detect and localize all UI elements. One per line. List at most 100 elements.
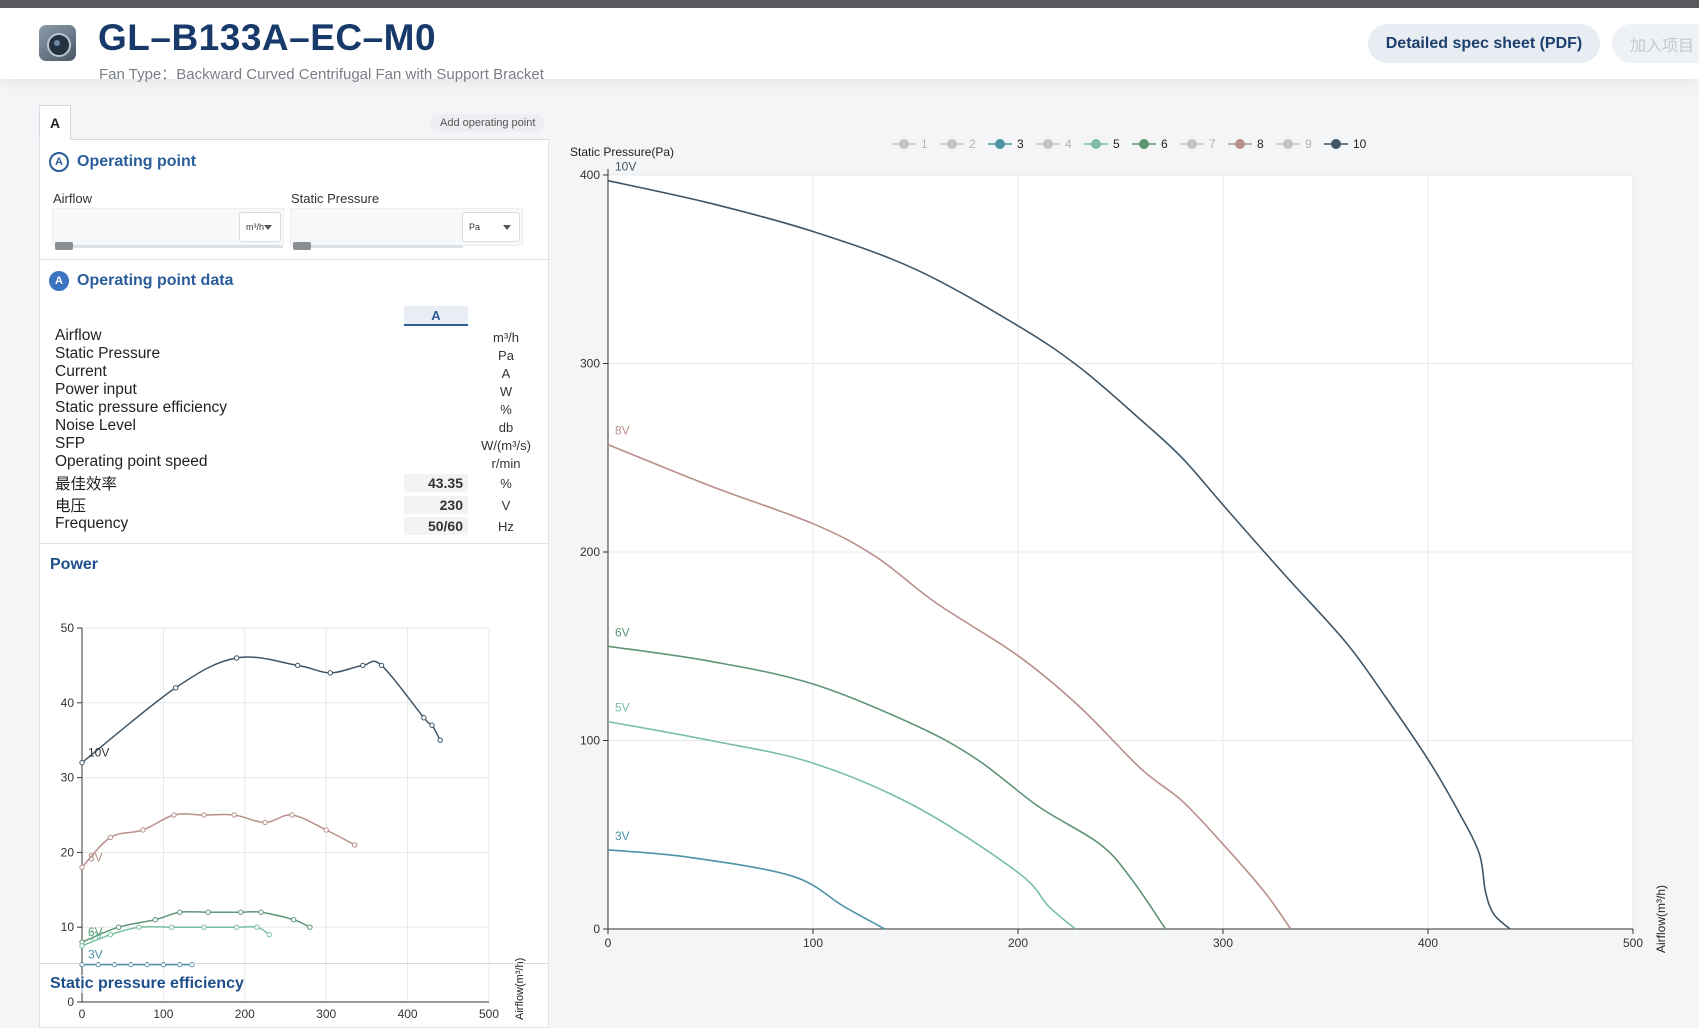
pressure-unit-select[interactable]: Pa bbox=[462, 212, 520, 242]
legend-marker-2 bbox=[947, 139, 957, 149]
legend-label-9: 9 bbox=[1305, 137, 1312, 151]
row-unit-sfp: W/(m³/s) bbox=[481, 438, 531, 453]
row-label-power-input: Power input bbox=[55, 381, 137, 398]
x-tick-label: 500 bbox=[479, 1007, 499, 1021]
row-unit-static-pressure: Pa bbox=[498, 348, 514, 363]
pressure-slider-handle[interactable] bbox=[293, 242, 311, 250]
series-line-8V bbox=[81, 813, 356, 868]
x-tick-label: 100 bbox=[153, 1007, 173, 1021]
data-point-10V bbox=[437, 737, 443, 743]
data-point-8V bbox=[262, 819, 268, 826]
legend-marker-3 bbox=[995, 139, 1005, 149]
y-tick-label: 40 bbox=[61, 696, 75, 710]
data-point-10V bbox=[360, 662, 366, 669]
fan-type-subtitle: Fan Type：Backward Curved Centrifugal Fan… bbox=[99, 66, 544, 83]
airflow-input[interactable] bbox=[58, 214, 233, 236]
series-label-5V: 5V bbox=[615, 701, 630, 715]
data-point-6V bbox=[176, 909, 183, 915]
static-pressure-input[interactable] bbox=[296, 214, 456, 236]
row-label-static-pressure-efficiency: Static pressure efficiency bbox=[55, 399, 228, 416]
row-unit-power-input: W bbox=[499, 384, 513, 399]
badge-a-filled-icon: A bbox=[49, 271, 69, 291]
data-point-5V bbox=[168, 924, 175, 930]
data-point-8V bbox=[289, 812, 295, 818]
legend-label-4: 4 bbox=[1065, 137, 1072, 151]
legend-label-5: 5 bbox=[1113, 137, 1120, 151]
power-section-title: Power bbox=[50, 556, 99, 573]
static-pressure-efficiency-title: Static pressure efficiency bbox=[50, 975, 244, 993]
data-point-5V bbox=[254, 924, 260, 930]
data-point-8V bbox=[323, 827, 329, 833]
series-line-10V bbox=[81, 656, 441, 764]
data-point-6V bbox=[238, 909, 244, 915]
x-tick-label: 100 bbox=[803, 936, 823, 950]
y-tick-label: 100 bbox=[580, 734, 600, 748]
airflow-unit-select[interactable]: m³/h bbox=[239, 212, 281, 242]
row-unit-frequency: Hz bbox=[498, 519, 514, 534]
fan-logo-icon bbox=[39, 25, 76, 61]
legend-label-2: 2 bbox=[969, 137, 976, 151]
row-value-frequency: 50/60 bbox=[404, 517, 468, 535]
row-value-voltage: 230 bbox=[404, 496, 468, 514]
data-point-10V bbox=[421, 715, 427, 721]
data-point-8V bbox=[201, 812, 207, 818]
add-operating-point-button[interactable]: Add operating point bbox=[430, 114, 546, 132]
row-unit-speed: r/min bbox=[491, 456, 521, 471]
row-label-sfp: SFP bbox=[55, 435, 86, 452]
series-line-5V bbox=[607, 720, 1076, 930]
header: GL–B133A–EC–M0 Fan Type：Backward Curved … bbox=[0, 8, 1699, 83]
x-tick-label: 400 bbox=[398, 1007, 418, 1021]
legend-label-10: 10 bbox=[1353, 137, 1367, 151]
y-tick-label: 10 bbox=[61, 920, 75, 934]
airflow-slider-handle[interactable] bbox=[55, 242, 73, 250]
legend-label-6: 6 bbox=[1161, 137, 1168, 151]
data-point-6V bbox=[115, 924, 122, 930]
series-line-8V bbox=[607, 443, 1292, 930]
data-point-5V bbox=[201, 924, 207, 930]
x-tick-label: 500 bbox=[1623, 936, 1643, 950]
airflow-slider-track[interactable] bbox=[55, 245, 283, 248]
product-title: GL–B133A–EC–M0 bbox=[98, 17, 437, 58]
x-axis-label: Airflow(m³/h) bbox=[514, 958, 526, 1020]
x-tick-label: 300 bbox=[316, 1007, 336, 1021]
data-point-5V bbox=[107, 931, 114, 938]
row-label-voltage: 电压 bbox=[55, 497, 87, 515]
legend-label-1: 1 bbox=[921, 137, 928, 151]
data-point-8V bbox=[107, 834, 114, 841]
badge-a-icon: A bbox=[49, 152, 69, 172]
data-point-6V bbox=[307, 924, 313, 930]
add-to-project-button[interactable]: 加入项目 bbox=[1612, 24, 1699, 63]
y-tick-label: 0 bbox=[593, 922, 600, 936]
data-point-10V bbox=[378, 662, 385, 669]
x-tick-label: 400 bbox=[1418, 936, 1438, 950]
data-point-10V bbox=[295, 662, 301, 669]
x-tick-label: 200 bbox=[235, 1007, 255, 1021]
legend-marker-9 bbox=[1283, 139, 1293, 149]
y-tick-label: 200 bbox=[580, 545, 600, 559]
static-pressure-field-label: Static Pressure bbox=[291, 191, 380, 206]
legend-marker-8 bbox=[1235, 139, 1245, 149]
row-label-current: Current bbox=[55, 363, 107, 380]
x-tick-label: 0 bbox=[79, 1007, 86, 1021]
x-tick-label: 200 bbox=[1008, 936, 1028, 950]
row-label-operating-speed: Operating point speed bbox=[55, 453, 208, 470]
data-point-10V bbox=[79, 759, 85, 766]
legend-marker-10 bbox=[1331, 139, 1341, 149]
legend-marker-5 bbox=[1091, 139, 1101, 149]
data-point-6V bbox=[152, 917, 158, 923]
pressure-slider-track[interactable] bbox=[293, 245, 463, 248]
airflow-field-label: Airflow bbox=[53, 191, 93, 206]
data-point-10V bbox=[327, 670, 333, 676]
data-point-5V bbox=[79, 943, 85, 949]
y-tick-label: 300 bbox=[580, 357, 600, 371]
y-tick-label: 0 bbox=[67, 995, 74, 1009]
spec-sheet-pdf-button[interactable]: Detailed spec sheet (PDF) bbox=[1368, 24, 1600, 63]
operating-point-data-title: Operating point data bbox=[77, 272, 234, 289]
tab-operating-point-a[interactable]: A bbox=[39, 105, 71, 140]
row-label-frequency: Frequency bbox=[55, 515, 129, 532]
y-tick-label: 30 bbox=[61, 771, 75, 785]
row-unit-voltage: V bbox=[501, 498, 511, 513]
series-line-3V bbox=[607, 849, 886, 930]
row-unit-noise: db bbox=[498, 420, 514, 435]
section-divider bbox=[40, 259, 548, 260]
